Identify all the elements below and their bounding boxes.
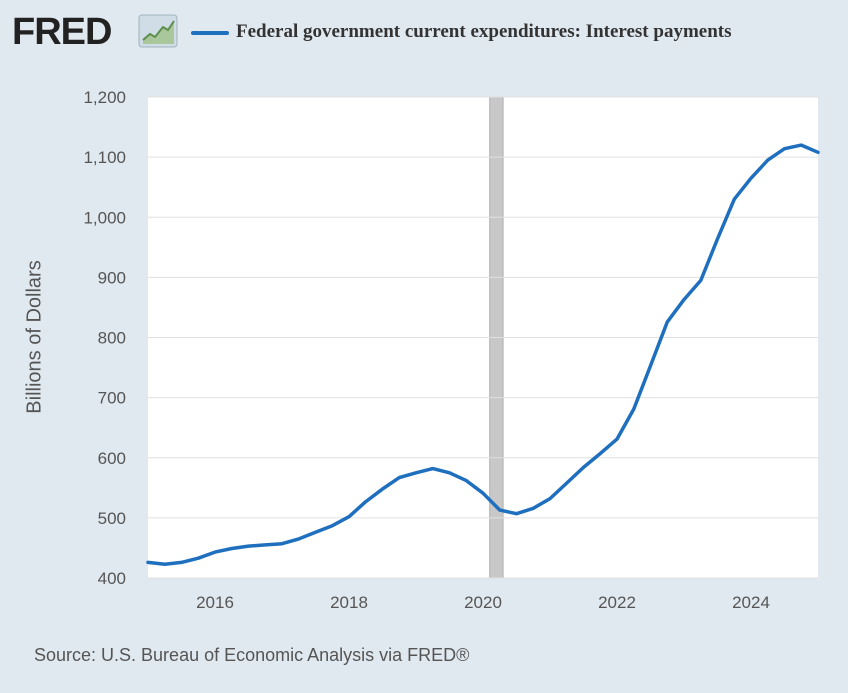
y-tick-label: 1,000: [83, 208, 126, 227]
y-tick-label: 600: [98, 449, 126, 468]
legend-series-label: Federal government current expenditures:…: [236, 21, 732, 42]
y-tick-label: 800: [98, 329, 126, 348]
y-tick-label: 1,100: [83, 148, 126, 167]
source-note: Source: U.S. Bureau of Economic Analysis…: [34, 645, 470, 665]
y-tick-label: 900: [98, 268, 126, 287]
y-tick-label: 400: [98, 569, 126, 588]
legend-series-swatch: [191, 31, 229, 35]
series-line: [146, 143, 820, 566]
x-tick-label: 2016: [196, 593, 234, 612]
y-tick-label: 500: [98, 509, 126, 528]
x-tick-label: 2022: [598, 593, 636, 612]
fred-logo: FRED: [12, 11, 112, 53]
y-axis-label: Billions of Dollars: [23, 260, 46, 414]
y-tick-label: 700: [98, 389, 126, 408]
x-tick-label: 2020: [464, 593, 502, 612]
chart-graph-icon: [138, 14, 178, 48]
x-tick-label: 2024: [732, 593, 770, 612]
x-tick-label: 2018: [330, 593, 368, 612]
y-tick-label: 1,200: [83, 88, 126, 107]
